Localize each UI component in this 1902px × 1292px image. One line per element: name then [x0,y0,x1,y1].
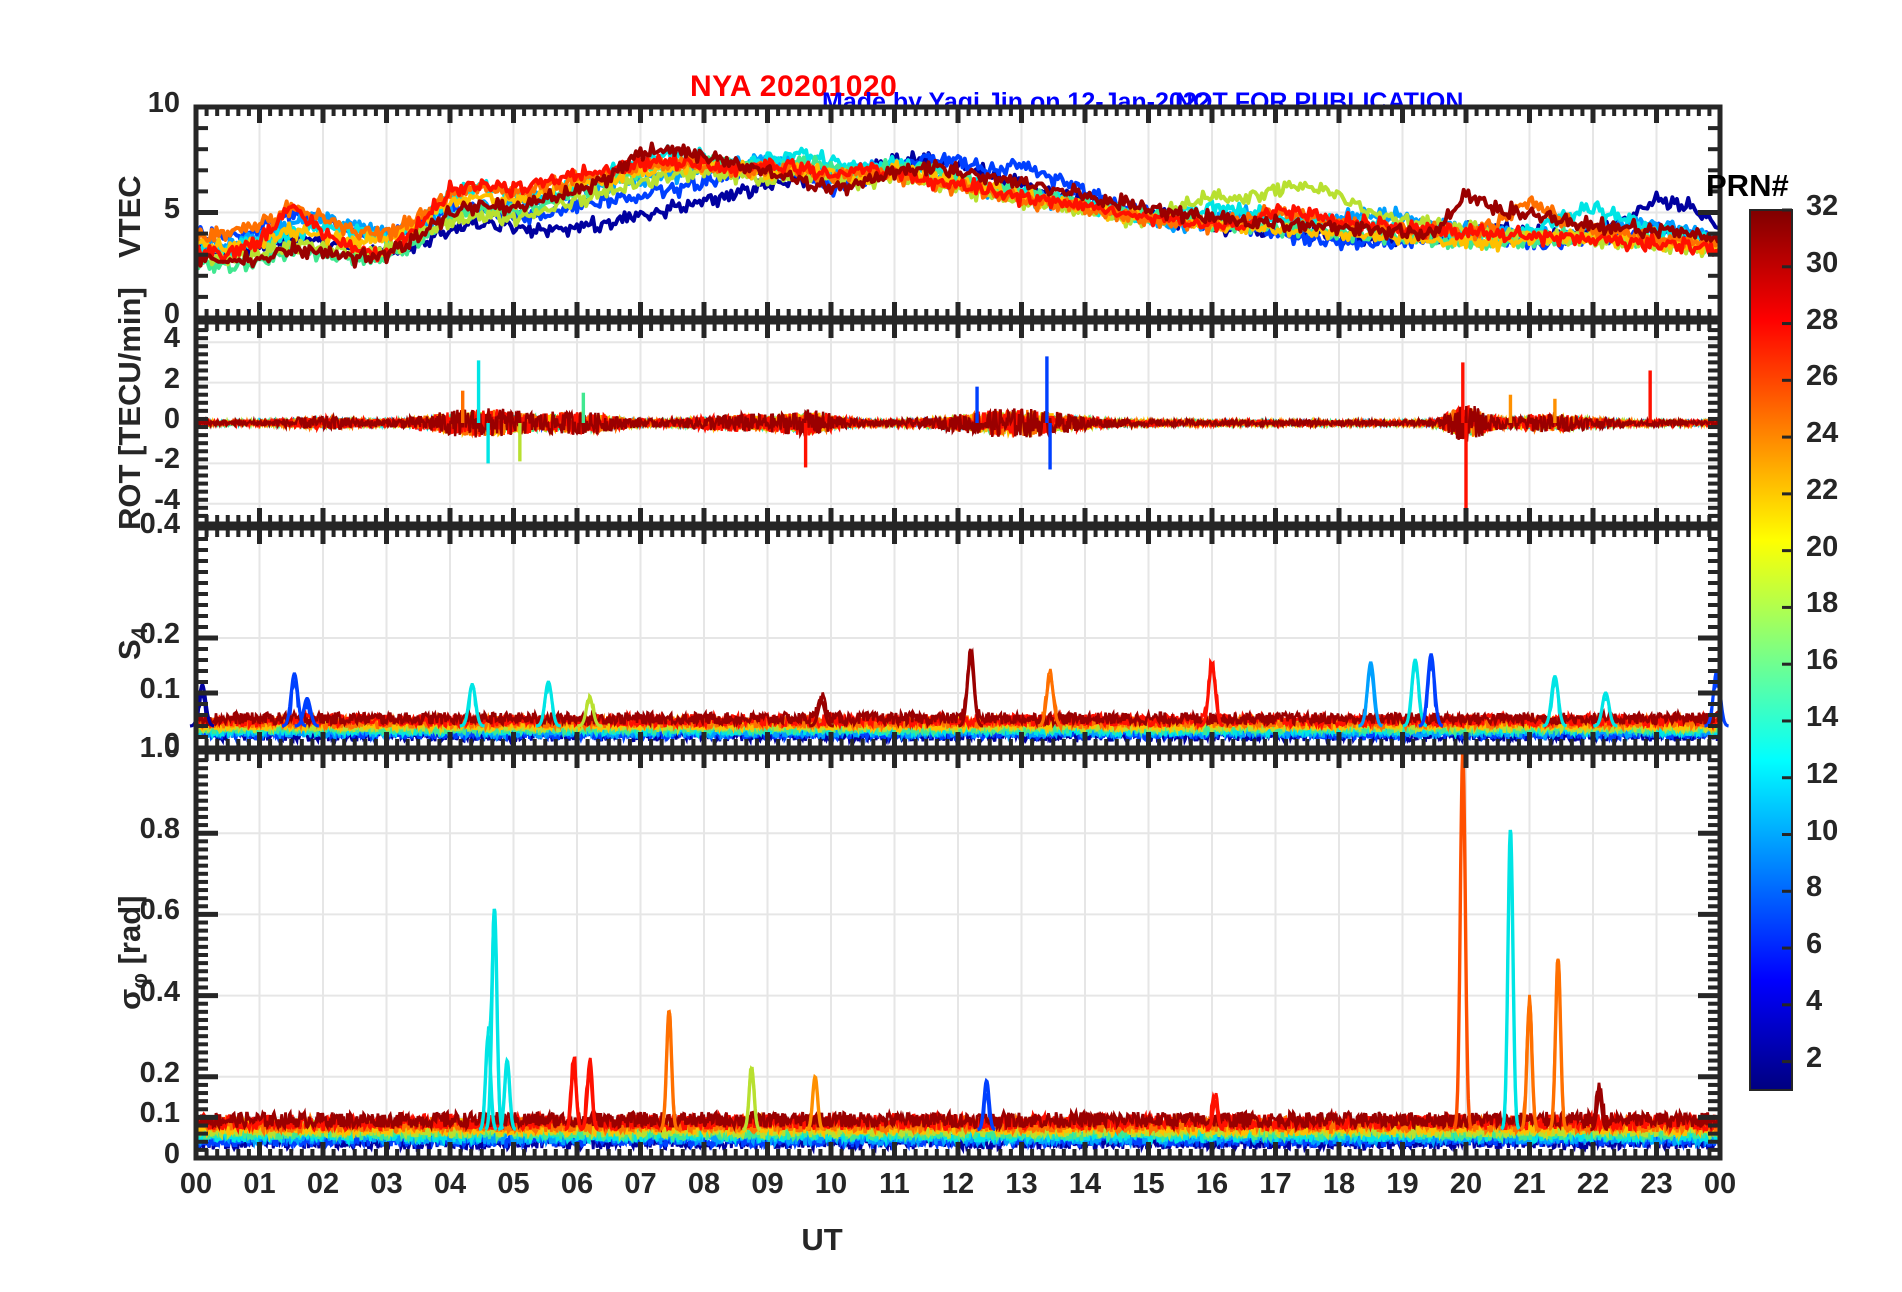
xtick-label-04-4: 04 [433,1168,467,1200]
ytick-label-rot: -4 [154,483,180,516]
ytick-label-vtec: 10 [147,87,180,119]
colorbar-tick-label-32: 32 [1806,190,1839,222]
xtick-label-20-20: 20 [1449,1168,1483,1200]
colorbar-tick-label-14: 14 [1806,700,1839,733]
colorbar-tick-label-22: 22 [1806,473,1839,506]
colorbar-tick-label-6: 6 [1806,928,1823,961]
xtick-label-17-17: 17 [1259,1168,1292,1200]
colorbar-tick-label-28: 28 [1806,303,1839,336]
colorbar-tick-label-16: 16 [1806,644,1839,677]
colorbar-tick-label-8: 8 [1806,871,1823,904]
xtick-label-10-10: 10 [814,1168,848,1200]
xtick-label-22-22: 22 [1576,1168,1610,1200]
ytick-label-s4: 0 [163,728,180,760]
ytick-label-sigma_phi: 1.0 [139,732,180,764]
xtick-label-11-11: 11 [879,1168,910,1200]
ytick-label-rot: 0 [163,403,180,435]
xtick-label-13-13: 13 [1005,1168,1038,1200]
ytick-label-rot: 4 [163,322,180,355]
xtick-label-08-8: 08 [687,1168,721,1200]
ytick-label-sigma_phi: 0.6 [139,894,180,927]
xtick-label-05-5: 05 [497,1168,530,1200]
xtick-label-19-19: 19 [1386,1168,1419,1200]
ytick-label-sigma_phi: 0.1 [139,1097,180,1130]
colorbar-tick-label-26: 26 [1806,360,1839,393]
ytick-label-vtec: 5 [163,192,180,225]
ytick-label-s4: 0.4 [139,508,180,540]
colorbar-tick-label-20: 20 [1806,530,1839,563]
colorbar-tick-label-30: 30 [1806,246,1839,279]
xtick-label-07-7: 07 [624,1168,657,1200]
colorbar-tick-label-12: 12 [1806,757,1839,790]
ytick-label-sigma_phi: 0.8 [139,813,180,846]
xtick-label-15-15: 15 [1132,1168,1165,1200]
xtick-label-21-21: 21 [1513,1168,1546,1200]
colorbar-title: PRN# [1706,168,1789,203]
ytick-label-vtec: 0 [163,298,180,330]
xtick-label-16-16: 16 [1195,1168,1229,1200]
xtick-label-00-0: 00 [179,1168,213,1200]
xlabel-ut: UT [801,1222,843,1257]
colorbar-tick-label-4: 4 [1806,984,1823,1017]
ytick-label-sigma_phi: 0.4 [139,975,180,1008]
ytick-label-sigma_phi: 0 [163,1138,180,1170]
ytick-label-s4: 0.2 [139,618,180,650]
ytick-label-rot: 2 [163,362,180,395]
station-date-title: NYA 20201020 [690,70,898,103]
colorbar-tick-label-10: 10 [1806,814,1839,847]
xtick-label-18-18: 18 [1322,1168,1356,1200]
colorbar-tick-label-2: 2 [1806,1041,1823,1074]
xtick-label-00-24: 00 [1703,1168,1737,1200]
ytick-label-sigma_phi: 0.2 [139,1056,180,1089]
xtick-label-23-23: 23 [1640,1168,1673,1200]
xtick-label-14-14: 14 [1068,1168,1102,1200]
xtick-label-12-12: 12 [941,1168,975,1200]
xtick-label-09-9: 09 [751,1168,784,1200]
xtick-label-06-6: 06 [560,1168,594,1200]
xtick-label-01-1: 01 [243,1168,276,1200]
ytick-label-s4: 0.1 [139,673,180,705]
colorbar-tick-label-18: 18 [1806,587,1839,620]
ytick-label-rot: -2 [154,443,180,476]
colorbar-tick-label-24: 24 [1806,417,1839,450]
xtick-label-02-2: 02 [306,1168,340,1200]
xtick-label-03-3: 03 [370,1168,403,1200]
